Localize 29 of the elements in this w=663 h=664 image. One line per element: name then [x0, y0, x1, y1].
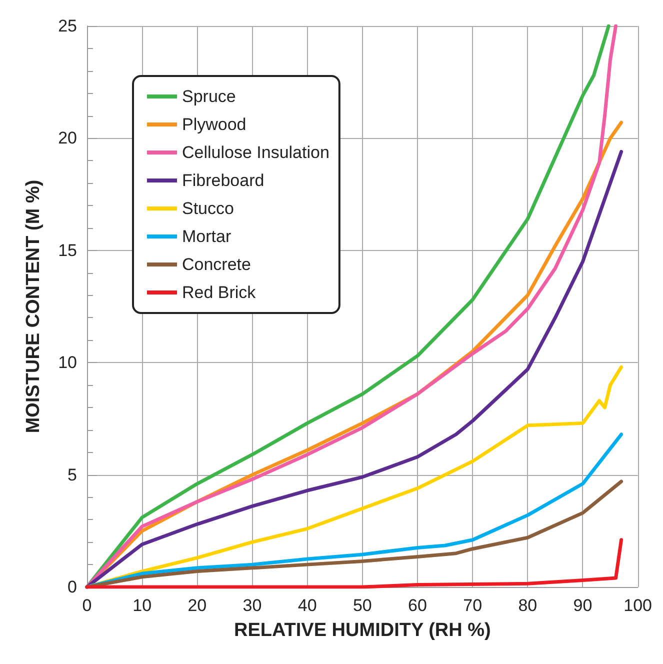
y-tick-label: 15 — [58, 240, 77, 260]
legend-label: Mortar — [182, 227, 232, 246]
legend-label: Spruce — [182, 87, 236, 106]
x-tick-label: 60 — [408, 596, 427, 615]
x-tick-label: 100 — [624, 596, 652, 615]
line-series — [85, 538, 624, 589]
y-tick-label: 5 — [68, 465, 77, 484]
x-tick-label: 50 — [352, 596, 372, 615]
legend-label: Cellulose Insulation — [182, 143, 330, 162]
x-axis-title: RELATIVE HUMIDITY (RH %) — [234, 620, 491, 641]
legend-label: Stucco — [182, 199, 234, 218]
x-tick-label: 80 — [518, 596, 538, 615]
y-tick-label: 20 — [58, 128, 77, 148]
x-tick-label: 10 — [132, 596, 152, 615]
x-tick-label: 20 — [188, 596, 207, 615]
x-tick-label: 70 — [463, 596, 482, 615]
legend-label: Red Brick — [182, 283, 256, 302]
legend-label: Concrete — [182, 255, 251, 274]
line-series — [85, 480, 624, 589]
x-tick-label: 0 — [82, 596, 92, 615]
y-tick-label: 10 — [58, 353, 77, 372]
x-tick-label: 90 — [573, 596, 592, 615]
y-tick-label: 0 — [68, 578, 77, 596]
legend-label: Fibreboard — [182, 171, 264, 190]
y-tick-label: 25 — [58, 16, 77, 36]
x-tick-label: 30 — [242, 596, 262, 615]
legend-label: Plywood — [182, 115, 246, 134]
y-axis-title: MOISTURE CONTENT (M %) — [23, 180, 44, 434]
x-tick-label: 40 — [298, 596, 317, 615]
